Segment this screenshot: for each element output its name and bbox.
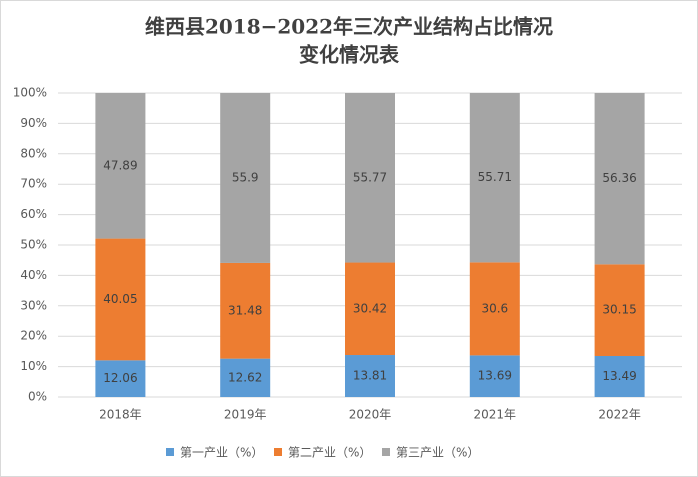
data-label: 13.81 <box>353 369 387 383</box>
legend-swatch <box>274 448 282 456</box>
y-tick-label: 40% <box>20 268 47 282</box>
bar-segment <box>220 358 271 397</box>
bar-segment <box>220 93 271 263</box>
bar-segment <box>95 238 146 361</box>
bar-segment <box>345 355 395 397</box>
bar-segment <box>469 355 520 397</box>
data-label: 56.36 <box>602 171 636 185</box>
data-label: 55.71 <box>478 170 512 184</box>
legend-swatch <box>166 448 174 456</box>
y-tick-label: 100% <box>13 86 47 100</box>
bar-segment <box>469 93 520 263</box>
data-label: 40.05 <box>103 292 137 306</box>
chart-title: 变化情况表 <box>299 43 400 67</box>
y-tick-label: 0% <box>28 390 47 404</box>
data-label: 12.06 <box>103 371 137 385</box>
bar-segment <box>95 360 146 397</box>
y-tick-label: 70% <box>20 177 47 191</box>
y-tick-label: 80% <box>20 146 47 160</box>
data-label: 30.15 <box>602 303 636 317</box>
x-tick-label: 2022年 <box>598 408 641 422</box>
x-tick-label: 2020年 <box>349 408 392 422</box>
data-label: 47.89 <box>103 158 137 172</box>
data-label: 30.42 <box>353 301 387 315</box>
bar-segment <box>345 262 395 356</box>
bar-segment <box>594 93 645 265</box>
bar-segment <box>469 262 520 356</box>
x-tick-label: 2018年 <box>99 408 142 422</box>
data-label: 31.48 <box>228 303 262 317</box>
legend-label: 第三产业（%） <box>396 446 479 460</box>
chart-title: 维西县2018−2022年三次产业结构占比情况 <box>145 15 553 39</box>
legend-label: 第二产业（%） <box>288 446 371 460</box>
y-tick-label: 60% <box>20 207 47 221</box>
x-tick-label: 2019年 <box>224 408 267 422</box>
y-tick-label: 20% <box>20 329 47 343</box>
data-label: 55.77 <box>353 170 387 184</box>
y-tick-label: 50% <box>20 238 47 252</box>
data-label: 55.9 <box>232 170 259 184</box>
bar-segment <box>345 93 395 263</box>
data-label: 13.69 <box>478 369 512 383</box>
y-tick-label: 90% <box>20 116 47 130</box>
x-tick-label: 2021年 <box>474 408 517 422</box>
data-label: 30.6 <box>481 301 508 315</box>
data-label: 12.62 <box>228 370 262 384</box>
legend-swatch <box>382 448 390 456</box>
y-tick-label: 30% <box>20 298 47 312</box>
y-tick-label: 10% <box>20 359 47 373</box>
bar-segment <box>594 264 645 356</box>
data-label: 13.49 <box>602 369 636 383</box>
bar-segment <box>594 355 645 397</box>
bar-segment <box>220 262 271 359</box>
bar-segment <box>95 93 146 239</box>
legend-label: 第一产业（%） <box>180 446 263 460</box>
